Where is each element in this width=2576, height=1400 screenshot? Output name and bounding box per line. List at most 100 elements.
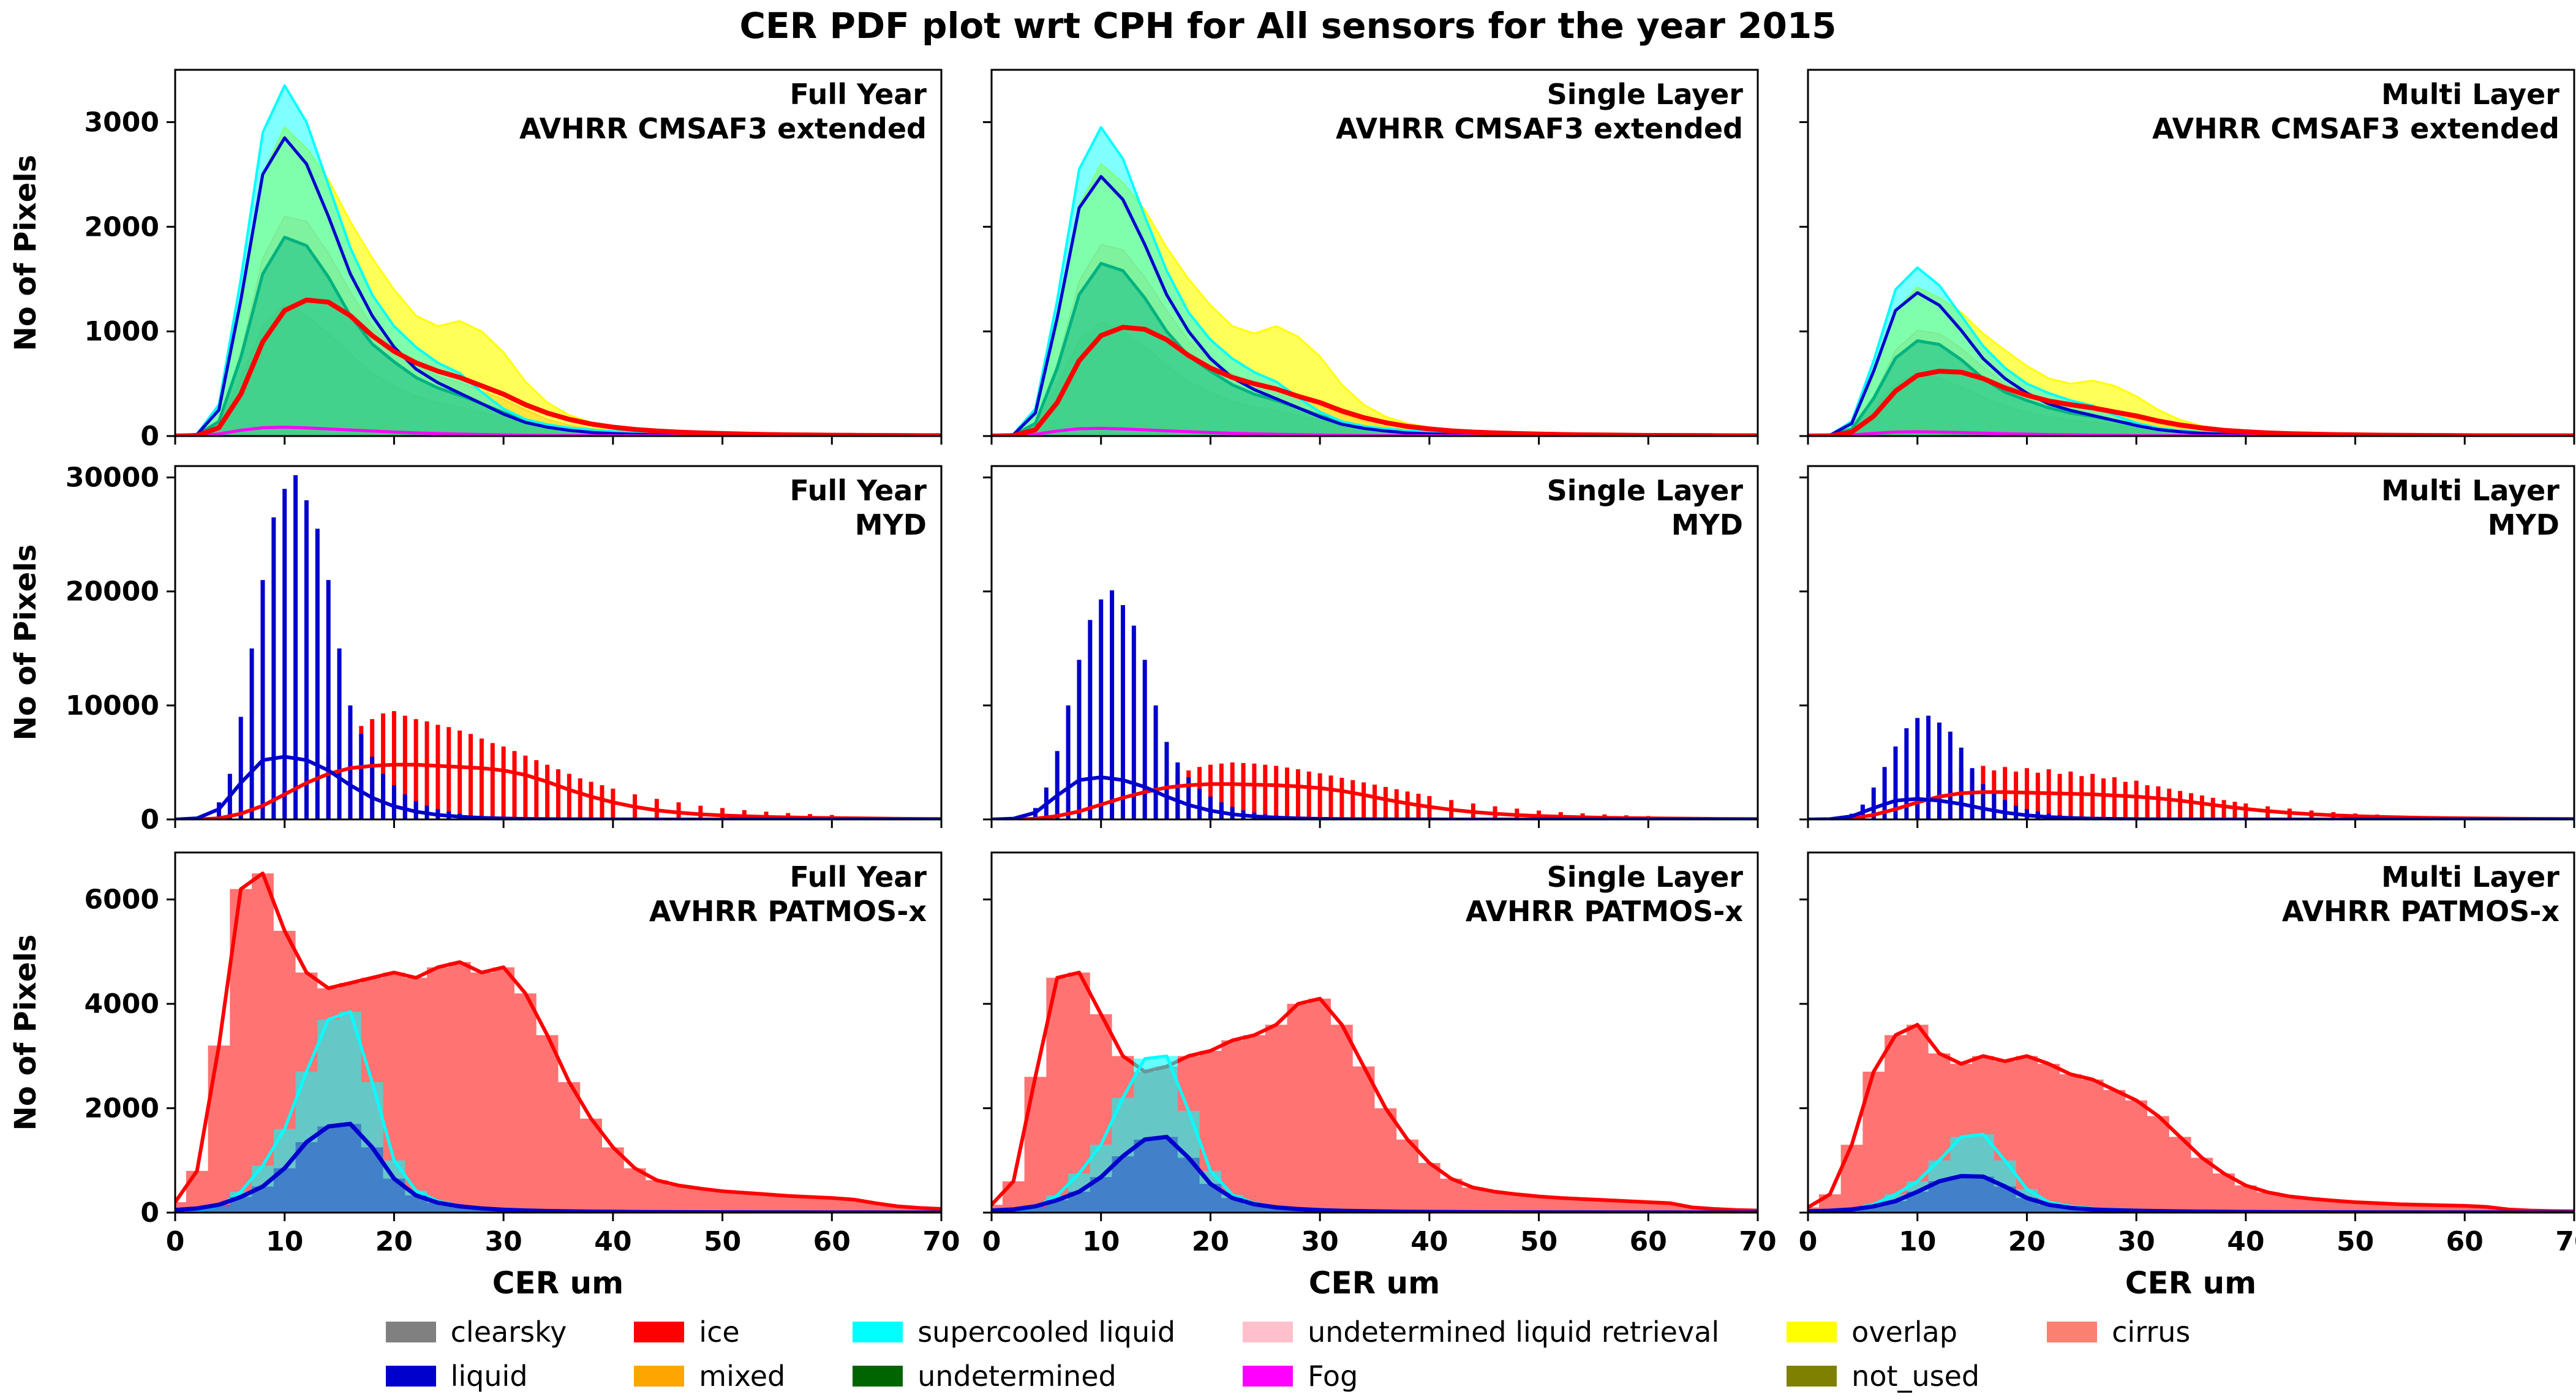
svg-text:AVHRR CMSAF3 extended: AVHRR CMSAF3 extended	[2152, 112, 2559, 145]
svg-text:10: 10	[1082, 1226, 1120, 1257]
svg-text:50: 50	[2337, 1226, 2374, 1257]
x-axis-label-col2: CER um	[1308, 1265, 1441, 1301]
legend-entry-ice: ice	[634, 1315, 785, 1349]
legend-entry-undetermined: undetermined	[853, 1360, 1175, 1393]
legend-swatch-liquid	[385, 1366, 436, 1387]
legend-swatch-overlap	[1787, 1322, 1837, 1342]
legend-swatch-not-used	[1787, 1366, 1837, 1387]
area-supercooled-liquid	[175, 85, 941, 436]
svg-text:MYD: MYD	[1671, 508, 1743, 541]
plot-area	[1808, 266, 2574, 436]
svg-text:Full Year: Full Year	[790, 78, 927, 111]
legend-label: not_used	[1851, 1360, 1980, 1393]
tick-labels: 0 10 20 30 40 50 60 70	[1799, 1226, 2576, 1257]
svg-text:AVHRR PATMOS-x: AVHRR PATMOS-x	[1466, 895, 1743, 928]
legend-entry-cirrus: cirrus	[2047, 1315, 2190, 1349]
legend-entry-fog: Fog	[1243, 1360, 1719, 1393]
svg-text:4000: 4000	[85, 988, 159, 1020]
area-supercooled-liquid	[175, 1011, 941, 1213]
legend-label: Fog	[1308, 1360, 1358, 1393]
tick-marks	[983, 476, 1759, 828]
tick-marks	[167, 898, 943, 1221]
legend-entry-liquid: liquid	[385, 1360, 567, 1393]
axes-frame	[174, 69, 943, 437]
legend-swatch-ice	[634, 1322, 685, 1342]
legend-entry-not-used: not_used	[1787, 1360, 1979, 1393]
legend-label: undetermined	[917, 1360, 1117, 1393]
line-ice	[1808, 1023, 2574, 1213]
area-supercooled-liquid	[992, 127, 1758, 436]
svg-text:70: 70	[922, 1226, 960, 1257]
legend-label: liquid	[450, 1360, 528, 1393]
area-liquid	[992, 1137, 1758, 1213]
svg-text:10: 10	[266, 1226, 303, 1257]
area-liquid	[1808, 1176, 2574, 1213]
tick-marks	[1799, 898, 2575, 1221]
legend-entry-mixed: mixed	[634, 1360, 785, 1393]
tick-labels: 0 10 20 30 40 50 60 70 0 2000 4000 6000	[85, 884, 960, 1257]
svg-text:0: 0	[166, 1226, 185, 1257]
line-ice	[175, 297, 941, 436]
plot-area	[992, 590, 1758, 819]
svg-text:AVHRR CMSAF3 extended: AVHRR CMSAF3 extended	[519, 112, 927, 145]
svg-text:MYD: MYD	[2488, 508, 2559, 541]
tick-marks	[983, 898, 1759, 1221]
axes-frame	[1807, 465, 2575, 821]
svg-text:0: 0	[982, 1226, 1001, 1257]
legend: clearsky ice supercooled liquid undetermine…	[0, 1315, 2576, 1393]
plot-area	[1808, 1023, 2574, 1213]
svg-text:0: 0	[140, 1197, 159, 1229]
legend-swatch-clearsky	[385, 1322, 436, 1342]
svg-text:Multi Layer: Multi Layer	[2381, 474, 2559, 507]
svg-text:Single Layer: Single Layer	[1547, 474, 1744, 507]
tick-labels: 0 1000 2000 3000	[85, 107, 159, 452]
tick-marks	[983, 121, 1759, 445]
tick-marks	[1799, 121, 2575, 445]
legend-label: clearsky	[450, 1315, 567, 1349]
plot-area	[992, 971, 1758, 1213]
legend-label: mixed	[699, 1360, 786, 1393]
svg-text:50: 50	[704, 1226, 741, 1257]
area-supercooled-liquid	[1808, 267, 2574, 436]
svg-text:20000: 20000	[66, 576, 159, 608]
tick-marks	[167, 121, 943, 445]
svg-text:20: 20	[375, 1226, 413, 1257]
axes-frame	[990, 69, 1759, 437]
axes-frame	[174, 465, 943, 821]
figure-title: CER PDF plot wrt CPH for All sensors for…	[739, 5, 1837, 47]
svg-text:20: 20	[2008, 1226, 2046, 1257]
svg-text:AVHRR PATMOS-x: AVHRR PATMOS-x	[2282, 895, 2559, 928]
svg-text:60: 60	[1630, 1226, 1667, 1257]
svg-text:40: 40	[2227, 1226, 2264, 1257]
svg-text:60: 60	[813, 1226, 851, 1257]
svg-text:Single Layer: Single Layer	[1547, 860, 1744, 894]
svg-text:40: 40	[594, 1226, 631, 1257]
svg-text:1000: 1000	[85, 316, 159, 347]
legend-swatch-fog	[1243, 1366, 1294, 1387]
svg-text:Full Year: Full Year	[790, 860, 927, 894]
line-ice	[992, 971, 1758, 1213]
svg-text:60: 60	[2446, 1226, 2484, 1257]
subplot-full-year-patmosx: 0 10 20 30 40 50 60 70 0 2000 4000 6000 Full YearAVH…	[85, 851, 960, 1257]
svg-text:Full Year: Full Year	[790, 474, 927, 507]
axes-frame	[1807, 69, 2575, 437]
legend-swatch-cirrus	[2047, 1322, 2098, 1342]
svg-text:0: 0	[140, 421, 159, 452]
legend-swatch-undetermined	[853, 1366, 903, 1387]
svg-text:6000: 6000	[85, 884, 159, 916]
svg-text:MYD: MYD	[855, 508, 927, 541]
svg-text:0: 0	[140, 804, 159, 835]
x-axis-label-col1: CER um	[492, 1265, 624, 1301]
axes-frame	[990, 851, 1759, 1214]
